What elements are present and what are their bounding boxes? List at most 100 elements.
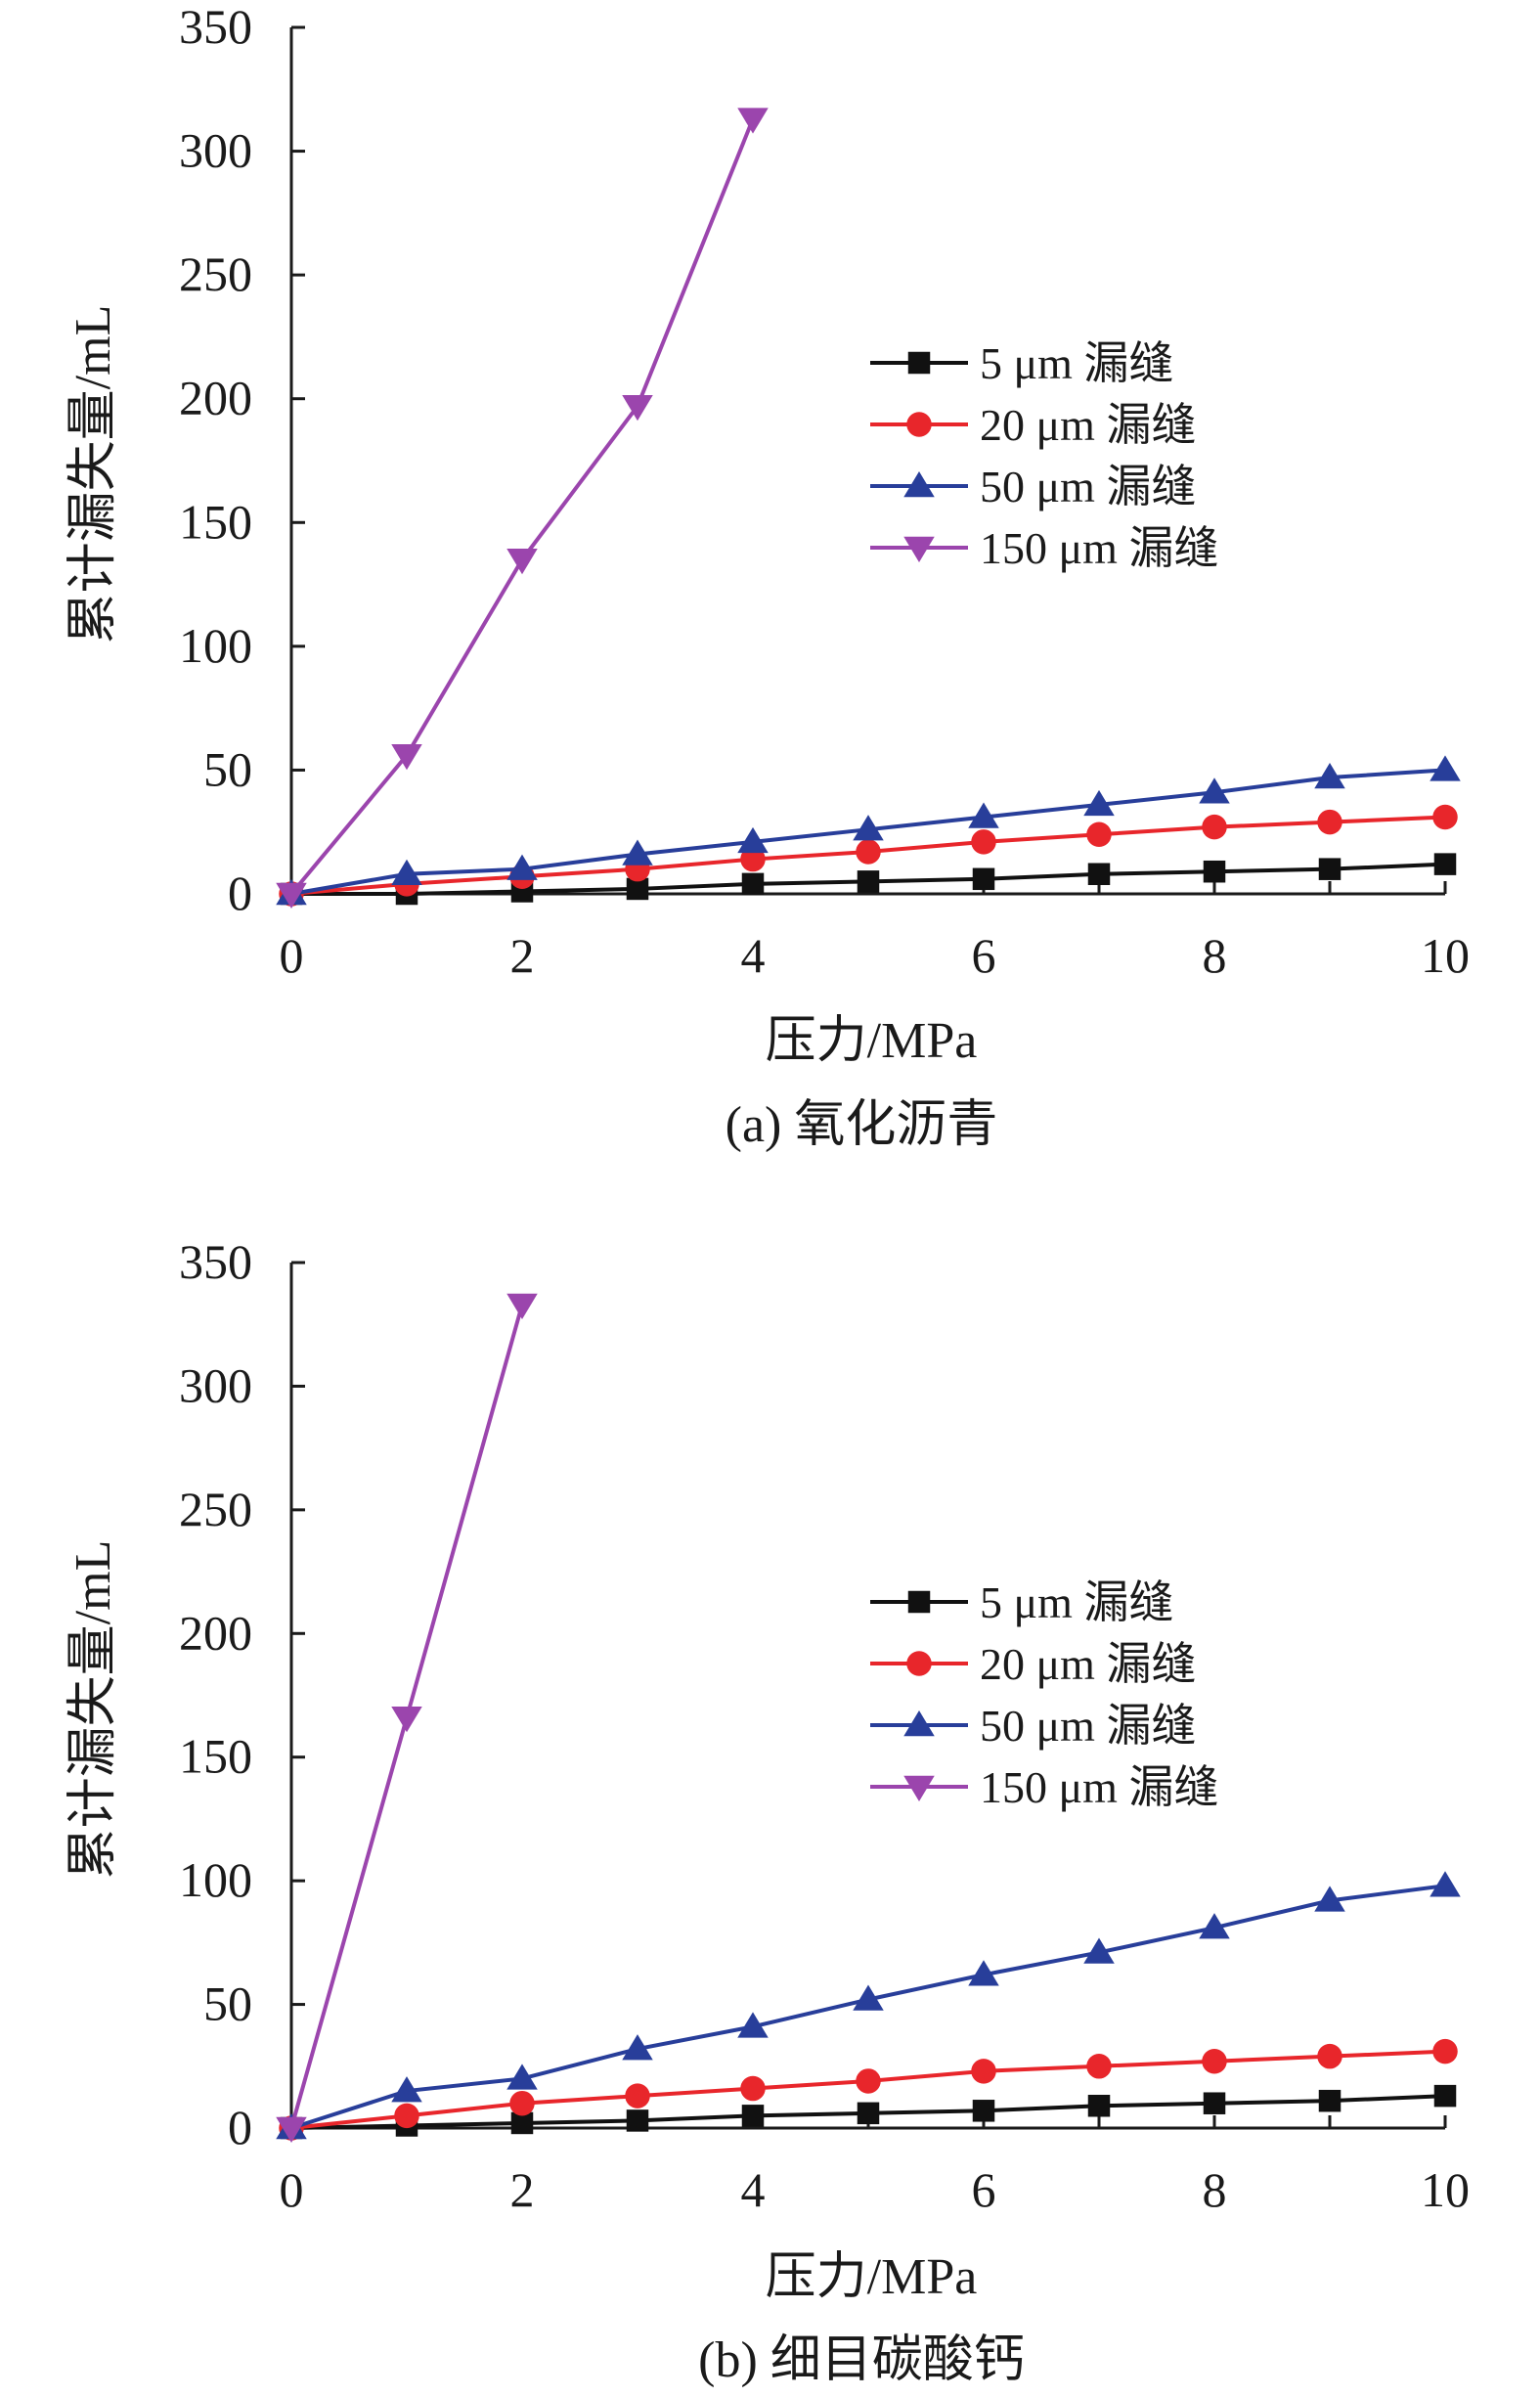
chart-a-x-tick-label: 10: [1421, 928, 1470, 983]
chart-a-y-tick-label: 300: [179, 123, 252, 178]
chart-a-y-tick-label: 350: [179, 0, 252, 54]
chart-a-series-line: [289, 117, 755, 896]
chart-b-data-point: [856, 2068, 881, 2094]
chart-a-xlabel: 压力/MPa: [766, 1013, 978, 1069]
chart-b: 0 50 100 150 200 250 300 350 0 2 4 6 8 10 5 μm 漏缝 20 μm…: [66, 1234, 1470, 2388]
chart-a-data-point: [853, 815, 884, 841]
chart-b-data-point: [737, 2012, 769, 2038]
chart-a-legend-item: 50 μm 漏缝: [870, 462, 1196, 511]
chart-a-data-point: [391, 859, 422, 885]
chart-b-x-tick-label: 8: [1203, 2162, 1227, 2217]
chart-b-x-tick-label: 0: [280, 2162, 304, 2217]
chart-a-x-tick-label: 2: [510, 928, 535, 983]
chart-b-data-point: [391, 2076, 422, 2103]
chart-a-data-point: [506, 549, 538, 575]
chart-b-data-point: [1433, 2084, 1457, 2108]
chart-b-data-point: [1317, 2043, 1342, 2069]
chart-a-data-point: [1433, 853, 1457, 875]
chart-b-data-point: [509, 2090, 535, 2116]
chart-a-y-tick-label: 50: [203, 741, 252, 796]
chart-b-y-tick-label: 0: [228, 2100, 252, 2154]
chart-b-y-tick-label: 300: [179, 1357, 252, 1412]
chart-a-x-tick-label: 8: [1203, 928, 1227, 983]
chart-b-legend-label: 50 μm 漏缝: [980, 1701, 1196, 1751]
chart-b-data-point: [968, 1960, 999, 1986]
chart-a-data-point: [1203, 860, 1226, 883]
chart-b-legend: 5 μm 漏缝 20 μm 漏缝 50 μm 漏缝 150 μm 漏缝: [870, 1577, 1218, 1812]
chart-a-y-tick-label: 200: [179, 371, 252, 425]
chart-b-y-tick-label: 100: [179, 1852, 252, 1907]
chart-b-data-point: [394, 2103, 419, 2129]
chart-a-data-point: [626, 877, 649, 901]
chart-b-legend-item: 5 μm 漏缝: [870, 1577, 1173, 1627]
chart-b-x-tick-label: 2: [510, 2162, 535, 2217]
chart-b-legend-marker: [903, 1710, 935, 1737]
chart-b-data-point: [510, 2111, 534, 2135]
chart-a-legend-item: 20 μm 漏缝: [870, 400, 1196, 450]
chart-a-legend-marker: [903, 536, 935, 562]
chart-a-data-point: [856, 839, 881, 865]
chart-b-ylabel: 累计漏失量/mL: [66, 1540, 121, 1880]
chart-a-legend-label: 5 μm 漏缝: [980, 338, 1173, 388]
chart-a-legend: 5 μm 漏缝 20 μm 漏缝 50 μm 漏缝 150 μm 漏缝: [870, 338, 1218, 573]
chart-b-data-point: [1430, 1871, 1461, 1897]
chart-a-y-tick-label: 0: [228, 866, 252, 920]
chart-b-y-tick-label: 150: [179, 1729, 252, 1784]
chart-b-caption: (b) 细目碳酸钙: [698, 2332, 1025, 2388]
chart-b-data-point: [276, 2116, 307, 2143]
chart-a-axes: 0 50 100 150 200 250 300 350 0 2 4 6 8 10: [179, 0, 1470, 983]
chart-b-legend-item: 150 μm 漏缝: [870, 1762, 1218, 1812]
chart-a-data-point: [737, 826, 769, 854]
chart-b-legend-label: 5 μm 漏缝: [980, 1577, 1173, 1627]
chart-b-data-point: [741, 2105, 765, 2127]
chart-b-y-tick-label: 50: [203, 1976, 252, 2031]
chart-a-data-point: [391, 743, 422, 771]
chart-b-xlabel: 压力/MPa: [766, 2249, 978, 2305]
chart-a-data-point: [622, 839, 653, 866]
chart-a-x-tick-label: 0: [280, 928, 304, 983]
chart-b-legend-item: 50 μm 漏缝: [870, 1701, 1196, 1751]
chart-a-legend-label: 20 μm 漏缝: [980, 400, 1196, 450]
chart-b-data-point: [1199, 1913, 1230, 1939]
chart-a-data-point: [968, 802, 999, 828]
chart-a-data-point: [1087, 863, 1111, 885]
chart-a-data-point: [506, 854, 538, 880]
chart-a-data-point: [1314, 763, 1345, 789]
chart-a-legend-label: 150 μm 漏缝: [980, 523, 1218, 573]
chart-b-x-tick-label: 6: [972, 2162, 996, 2217]
chart-b-legend-label: 20 μm 漏缝: [980, 1639, 1196, 1689]
chart-b-series-2: [276, 1871, 1461, 2140]
chart-b-x-tick-label: 4: [741, 2162, 766, 2217]
chart-a-data-point: [1199, 777, 1230, 804]
chart-a-data-point: [276, 882, 307, 909]
chart-b-data-point: [740, 2075, 766, 2102]
chart-b-data-point: [1087, 2094, 1111, 2117]
chart-b-data-point: [391, 1707, 422, 1733]
chart-b-data-point: [857, 2102, 880, 2125]
chart-b-y-tick-label: 250: [179, 1482, 252, 1536]
chart-a-data-point: [1318, 858, 1342, 880]
chart-b-data-point: [622, 2034, 653, 2061]
chart-a-y-tick-label: 250: [179, 246, 252, 301]
chart-a-data-point: [1317, 809, 1342, 835]
chart-a-ylabel: 累计漏失量/mL: [66, 305, 121, 644]
chart-b-data-point: [506, 2064, 538, 2090]
chart-b-series-3: [276, 1293, 538, 2143]
chart-a-data-point: [1083, 789, 1115, 817]
chart-b-data-point: [1314, 1886, 1345, 1912]
chart-b-y-tick-label: 350: [179, 1234, 252, 1289]
chart-a-caption: (a) 氧化沥青: [726, 1097, 998, 1153]
chart-a-x-tick-label: 4: [741, 928, 766, 983]
chart-a-data-point: [1202, 814, 1227, 840]
chart-a-y-tick-label: 100: [179, 618, 252, 673]
chart-a-data-point: [740, 846, 766, 872]
chart-a-x-tick-label: 6: [972, 928, 996, 983]
chart-b-legend-item: 20 μm 漏缝: [870, 1639, 1196, 1689]
chart-a-data-point: [1432, 804, 1458, 830]
chart-a-legend-item: 5 μm 漏缝: [870, 338, 1173, 388]
chart-a-data-point: [622, 395, 653, 422]
chart-a-data-point: [1430, 755, 1461, 781]
chart-a-series-3: [276, 108, 769, 909]
chart-b-data-point: [1432, 2038, 1458, 2064]
chart-b-data-point: [1086, 2054, 1112, 2079]
